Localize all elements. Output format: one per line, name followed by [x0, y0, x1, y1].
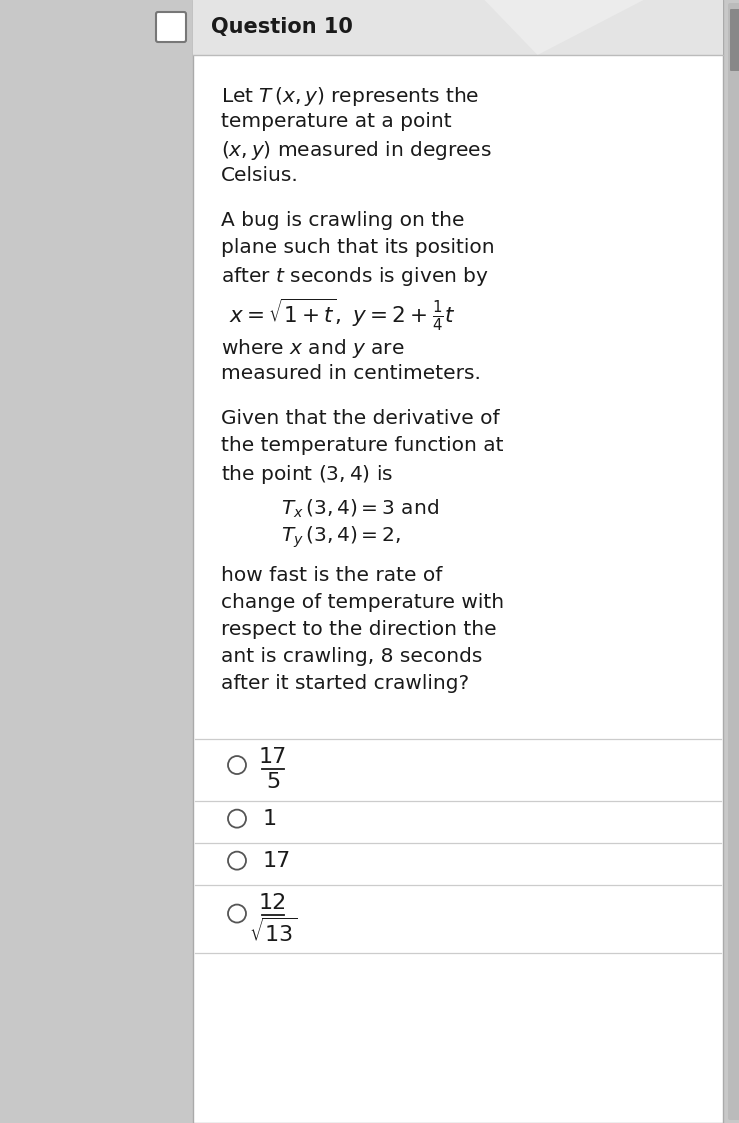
Text: 1: 1 [263, 810, 277, 829]
Text: measured in centimeters.: measured in centimeters. [221, 364, 481, 383]
Text: $T_y\,(3,4) = 2,$: $T_y\,(3,4) = 2,$ [281, 524, 401, 550]
Text: ant is crawling, 8 seconds: ant is crawling, 8 seconds [221, 647, 483, 666]
Text: 17: 17 [259, 747, 287, 767]
Text: after $t$ seconds is given by: after $t$ seconds is given by [221, 265, 488, 287]
Text: $\sqrt{13}$: $\sqrt{13}$ [248, 917, 297, 947]
FancyBboxPatch shape [156, 12, 186, 42]
Polygon shape [485, 0, 644, 55]
FancyBboxPatch shape [193, 0, 723, 1123]
FancyBboxPatch shape [730, 9, 739, 71]
FancyBboxPatch shape [728, 3, 739, 1120]
Text: $x = \sqrt{1+t},\ y = 2 + \frac{1}{4}t$: $x = \sqrt{1+t},\ y = 2 + \frac{1}{4}t$ [229, 296, 455, 332]
Text: the point $(3, 4)$ is: the point $(3, 4)$ is [221, 463, 393, 486]
Text: Given that the derivative of: Given that the derivative of [221, 409, 500, 428]
Text: how fast is the rate of: how fast is the rate of [221, 566, 443, 585]
Text: temperature at a point: temperature at a point [221, 112, 452, 131]
Text: $T_x\,(3,4) = 3$ and: $T_x\,(3,4) = 3$ and [281, 497, 439, 520]
Text: Celsius.: Celsius. [221, 166, 299, 185]
Text: plane such that its position: plane such that its position [221, 238, 494, 257]
Text: 17: 17 [263, 851, 291, 871]
Text: the temperature function at: the temperature function at [221, 436, 503, 455]
Text: Let $T\,(x, y)$ represents the: Let $T\,(x, y)$ represents the [221, 85, 479, 108]
Text: after it started crawling?: after it started crawling? [221, 674, 469, 693]
Text: 12: 12 [259, 893, 287, 913]
Text: Question 10: Question 10 [211, 18, 353, 37]
Text: where $x$ and $y$ are: where $x$ and $y$ are [221, 337, 404, 360]
Text: A bug is crawling on the: A bug is crawling on the [221, 211, 465, 230]
Text: 5: 5 [266, 772, 280, 792]
Text: respect to the direction the: respect to the direction the [221, 620, 497, 639]
Text: $(x, y)$ measured in degrees: $(x, y)$ measured in degrees [221, 139, 492, 162]
Text: change of temperature with: change of temperature with [221, 593, 504, 612]
FancyBboxPatch shape [193, 0, 723, 55]
